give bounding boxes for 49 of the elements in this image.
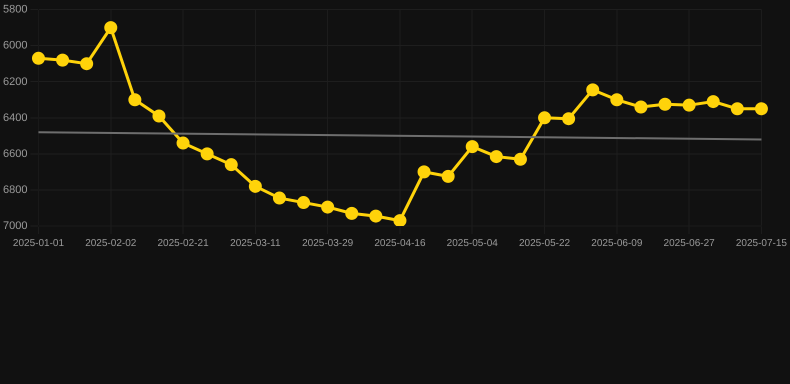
y-tick-label: 7000 — [2, 220, 28, 232]
point — [634, 100, 648, 114]
point — [393, 214, 406, 226]
x-tick-label: 2025-04-16 — [374, 238, 426, 249]
x-tick-label: 2025-07-15 — [736, 238, 788, 249]
y-tick-label: 6400 — [2, 112, 28, 124]
point — [562, 112, 576, 126]
x-tick-label: 2025-06-27 — [664, 238, 716, 249]
point — [32, 52, 45, 65]
point — [224, 158, 238, 172]
x-tick-label: 2025-06-09 — [591, 238, 643, 249]
point — [176, 136, 190, 150]
point — [128, 93, 142, 106]
point — [514, 152, 527, 166]
point — [658, 98, 672, 111]
point — [297, 196, 310, 210]
point — [610, 93, 624, 106]
point — [418, 165, 431, 178]
point — [200, 147, 214, 160]
point — [706, 95, 720, 108]
y-tick-label: 6600 — [2, 148, 28, 160]
point — [369, 210, 382, 223]
point — [321, 200, 334, 214]
y-tick-label: 6000 — [2, 40, 28, 52]
y-tick-label: 6800 — [2, 184, 28, 196]
y-tick-label: 5800 — [2, 4, 28, 16]
x-tick-label: 2025-02-21 — [157, 238, 210, 249]
x-tick-label: 2025-05-22 — [518, 238, 571, 249]
point — [538, 111, 552, 124]
point — [80, 57, 94, 70]
y-tick-label: 6200 — [2, 76, 28, 88]
x-tick-label: 2025-03-11 — [230, 238, 281, 249]
point — [248, 180, 262, 193]
point — [104, 21, 118, 34]
point — [152, 109, 166, 122]
point — [345, 206, 358, 220]
point — [56, 54, 70, 67]
x-tick-label: 2025-03-29 — [302, 238, 354, 249]
point — [754, 102, 768, 116]
point — [730, 102, 744, 116]
point — [490, 150, 503, 164]
x-tick-label: 2025-02-02 — [85, 238, 137, 249]
x-tick-label: 2025-05-04 — [446, 238, 498, 249]
point — [586, 83, 600, 96]
point — [272, 192, 286, 205]
point — [682, 98, 696, 112]
point — [442, 170, 455, 183]
point — [466, 140, 479, 154]
x-tick-label: 2025-01-01 — [12, 238, 64, 249]
